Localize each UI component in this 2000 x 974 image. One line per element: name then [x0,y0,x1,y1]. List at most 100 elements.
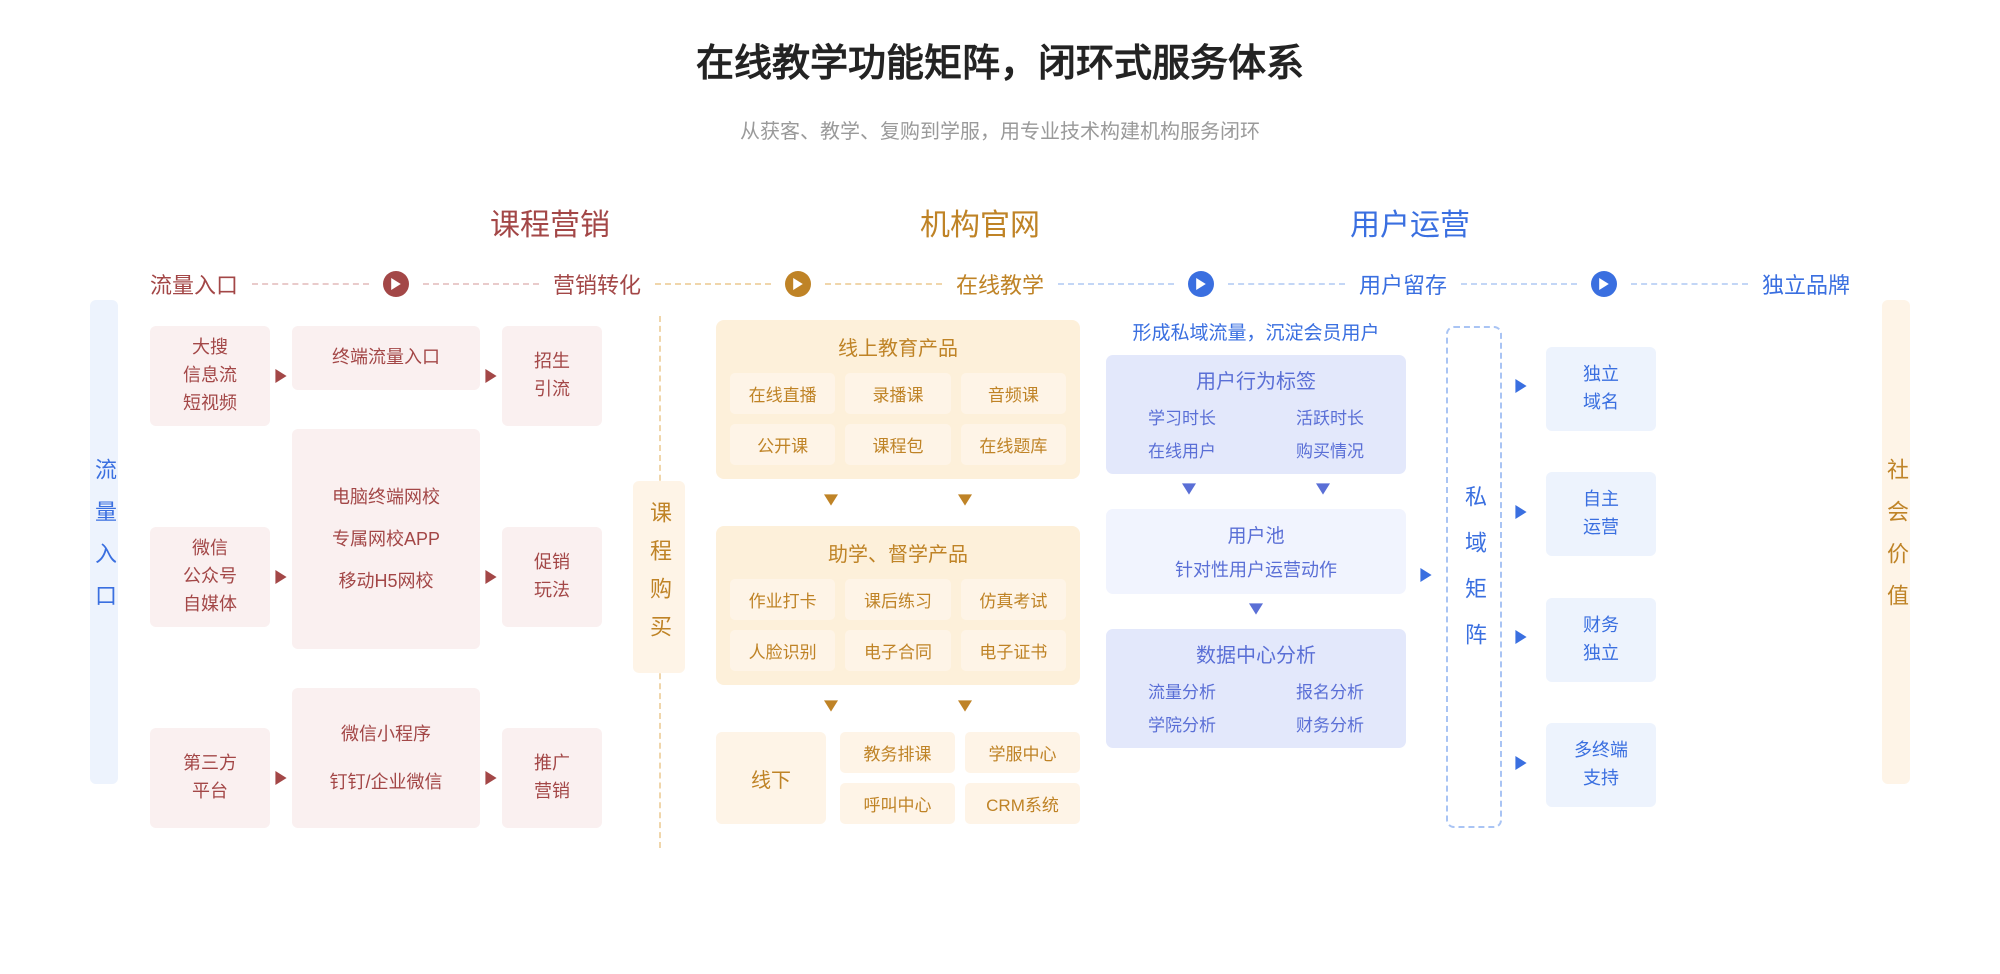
metric: 流量分析 [1120,678,1244,703]
terminal-list: 电脑终端网校 专属网校APP 移动H5网校 [292,429,480,649]
dash [1228,283,1344,285]
col-traffic-sources: 大搜信息流短视频 微信公众号自媒体 第三方平台 [150,318,270,868]
chip: 学服中心 [965,732,1080,773]
tag: 在线用户 [1120,437,1244,462]
brand-domain: 独立域名 [1546,347,1656,431]
arrow-down-row [716,699,1080,718]
dash [1461,283,1577,285]
chip: 在线直播 [730,373,835,414]
terminal-app: 专属网校APP [300,530,472,548]
col-brand: 独立域名 自主运营 财务独立 多终端支持 [1546,318,1656,868]
chip: CRM系统 [965,783,1080,824]
source-search: 大搜信息流短视频 [150,326,270,426]
pool-title: 用户池 [1120,521,1392,548]
chip: 在线题库 [961,424,1066,465]
panel-data-center: 数据中心分析 流量分析 报名分析 学院分析 财务分析 [1106,629,1406,748]
col-purchase: 课程购买 [632,326,686,828]
chip: 作业打卡 [730,579,835,620]
terminal-h5: 移动H5网校 [300,572,472,590]
arrow-right-icon [1514,379,1546,398]
dash [1058,283,1174,285]
arrow-down-row [1249,602,1263,621]
chip: 电子证书 [961,630,1066,671]
chip: 教务排课 [840,732,955,773]
panel-user-tags: 用户行为标签 学习时长 活跃时长 在线用户 购买情况 [1106,355,1406,474]
dash [252,283,368,285]
offline-label: 线下 [716,732,826,824]
arrow-to-matrix [1406,318,1446,868]
dash [825,283,941,285]
metric: 财务分析 [1268,711,1392,736]
chip: 电子合同 [845,630,950,671]
chip: 人脸识别 [730,630,835,671]
panel-title: 助学、督学产品 [730,538,1066,567]
terminal-pc: 电脑终端网校 [300,488,472,506]
panel-user-pool: 用户池 针对性用户运营动作 [1106,509,1406,594]
brand-multiterminal: 多终端支持 [1546,723,1656,807]
stage-1: 流量入口 [150,268,238,300]
brand-self-op: 自主运营 [1546,472,1656,556]
col-private-matrix: 私域矩阵 [1446,326,1502,828]
section-labels: 课程营销 机构官网 用户运营 [0,200,2000,244]
chip: 音频课 [961,373,1066,414]
sidebar-social-value: 社会价值 [1882,300,1910,784]
col-teaching: 线上教育产品 在线直播 录播课 音频课 公开课 课程包 在线题库 助学、督学产品… [716,318,1080,868]
arrow-down-icon [824,493,838,512]
arrow-col-blue [1514,318,1546,868]
stage-4: 用户留存 [1359,268,1447,300]
arrow-col [480,318,502,868]
col-conversion: 招生引流 促销玩法 推广营销 [502,318,602,868]
section-marketing: 课程营销 [335,200,765,244]
diagram-content: 大搜信息流短视频 微信公众号自媒体 第三方平台 终端流量入口 电脑终端网校 专属… [150,318,1850,868]
play-icon [1591,271,1617,297]
arrow-down-icon [1316,482,1330,501]
play-icon [383,271,409,297]
tag: 学习时长 [1120,404,1244,429]
arrow-down-icon [824,699,838,718]
col-terminals: 终端流量入口 电脑终端网校 专属网校APP 移动H5网校 微信小程序 钉钉/企业… [292,318,480,868]
arrow-down-row [1182,482,1330,501]
metric: 学院分析 [1120,711,1244,736]
pool-sub: 针对性用户运营动作 [1120,556,1392,582]
arrow-col [270,318,292,868]
panel-online-products: 线上教育产品 在线直播 录播课 音频课 公开课 课程包 在线题库 [716,320,1080,479]
terminal-dingtalk: 钉钉/企业微信 [300,773,472,791]
chip: 公开课 [730,424,835,465]
source-wechat: 微信公众号自媒体 [150,527,270,627]
section-website: 机构官网 [765,200,1195,244]
chip: 仿真考试 [961,579,1066,620]
conv-promo: 促销玩法 [502,527,602,627]
tag: 活跃时长 [1268,404,1392,429]
dash [655,283,771,285]
chip: 录播课 [845,373,950,414]
terminal-list2: 微信小程序 钉钉/企业微信 [292,688,480,828]
arrow-right-icon [1514,756,1546,775]
section-operations: 用户运营 [1195,200,1625,244]
arrow-down-icon [1249,602,1263,621]
panel-study-products: 助学、督学产品 作业打卡 课后练习 仿真考试 人脸识别 电子合同 电子证书 [716,526,1080,685]
chip: 呼叫中心 [840,783,955,824]
sidebar-traffic-label: 流量入口 [88,458,120,626]
dash [423,283,539,285]
stage-2: 营销转化 [553,268,641,300]
arrow-right-icon [1514,505,1546,524]
dash [1631,283,1747,285]
arrow-down-icon [958,699,972,718]
source-thirdparty: 第三方平台 [150,728,270,828]
metric: 报名分析 [1268,678,1392,703]
stage-header-row: 流量入口 营销转化 在线教学 用户留存 独立品牌 [150,268,1850,300]
arrow-down-row [716,493,1080,512]
arrow-right-icon [270,326,292,426]
stage-5: 独立品牌 [1762,268,1850,300]
page-subtitle: 从获客、教学、复购到学服，用专业技术构建机构服务闭环 [0,115,2000,144]
arrow-down-icon [1182,482,1196,501]
private-matrix-label: 私域矩阵 [1458,485,1490,669]
arrow-right-icon [480,728,502,828]
arrow-down-icon [958,493,972,512]
chip: 课程包 [845,424,950,465]
chip: 课后练习 [845,579,950,620]
conv-enroll: 招生引流 [502,326,602,426]
tag: 购买情况 [1268,437,1392,462]
panel-title: 线上教育产品 [730,332,1066,361]
terminal-miniprogram: 微信小程序 [300,725,472,743]
